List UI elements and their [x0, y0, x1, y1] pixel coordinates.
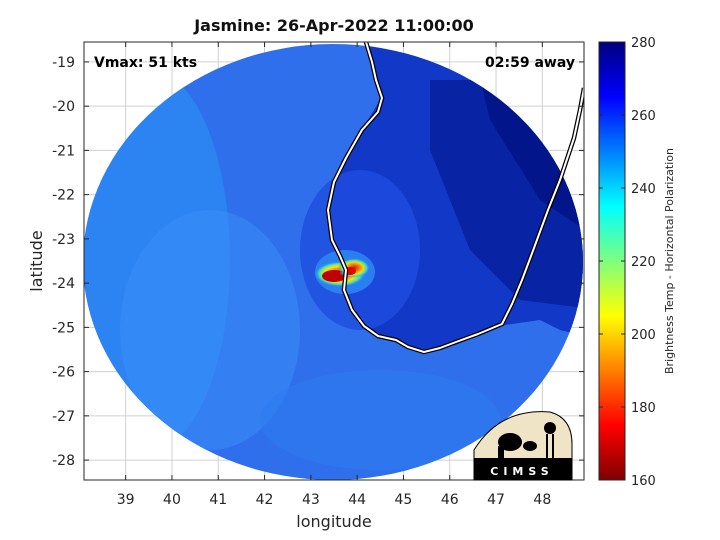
- x-tick-label: 41: [209, 492, 227, 508]
- x-tick-label: 47: [487, 492, 505, 508]
- colorbar-ticks: 280 260 240 220 200 180 160: [599, 36, 656, 489]
- y-tick-label: -19: [52, 55, 75, 71]
- x-axis: 39 40 41 42 43 44 45 46 47 48: [117, 42, 551, 508]
- logo-text: CIMSS: [490, 465, 553, 478]
- colorbar-tick-label: 260: [631, 109, 656, 124]
- vmax-text: Vmax: 51 kts: [94, 55, 197, 71]
- colorbar-tick-label: 180: [631, 401, 656, 416]
- colorbar-tick-label: 160: [631, 474, 656, 489]
- x-tick-label: 40: [163, 492, 181, 508]
- x-tick-label: 46: [441, 492, 459, 508]
- water-tower-icon: [544, 422, 556, 434]
- y-tick-label: -26: [52, 365, 75, 381]
- y-tick-label: -28: [52, 453, 75, 469]
- y-tick-label: -25: [52, 320, 75, 336]
- x-tick-label: 39: [117, 492, 135, 508]
- axes-frame: [83, 41, 585, 481]
- y-tick-label: -20: [52, 99, 75, 115]
- x-tick-label: 48: [533, 492, 551, 508]
- x-tick-label: 43: [302, 492, 320, 508]
- x-axis-label: longitude: [296, 512, 371, 531]
- y-tick-label: -22: [52, 188, 75, 204]
- colorbar-tick-label: 200: [631, 328, 656, 343]
- y-axis-label: latitude: [27, 230, 46, 291]
- y-tick-label: -21: [52, 143, 75, 159]
- x-tick-label: 44: [348, 492, 366, 508]
- colorbar-tick-label: 240: [631, 182, 656, 197]
- coastline: [325, 42, 584, 355]
- chart-title: Jasmine: 26-Apr-2022 11:00:00: [193, 16, 474, 35]
- y-axis: -19 -20 -21 -22 -23 -24 -25 -26 -27 -28: [52, 55, 584, 469]
- colorbar-label: Brightness Temp - Horizontal Polarizatio…: [663, 148, 676, 374]
- cimss-logo: CIMSS: [473, 411, 573, 481]
- y-tick-label: -27: [52, 409, 75, 425]
- y-tick-label: -24: [52, 276, 75, 292]
- colorbar-tick-label: 220: [631, 255, 656, 270]
- time-away-text: 02:59 away: [485, 55, 575, 71]
- colorbar-tick-label: 280: [631, 36, 656, 51]
- colorbar: [598, 41, 626, 481]
- y-tick-label: -23: [52, 232, 75, 248]
- x-tick-label: 42: [256, 492, 274, 508]
- x-tick-label: 45: [395, 492, 413, 508]
